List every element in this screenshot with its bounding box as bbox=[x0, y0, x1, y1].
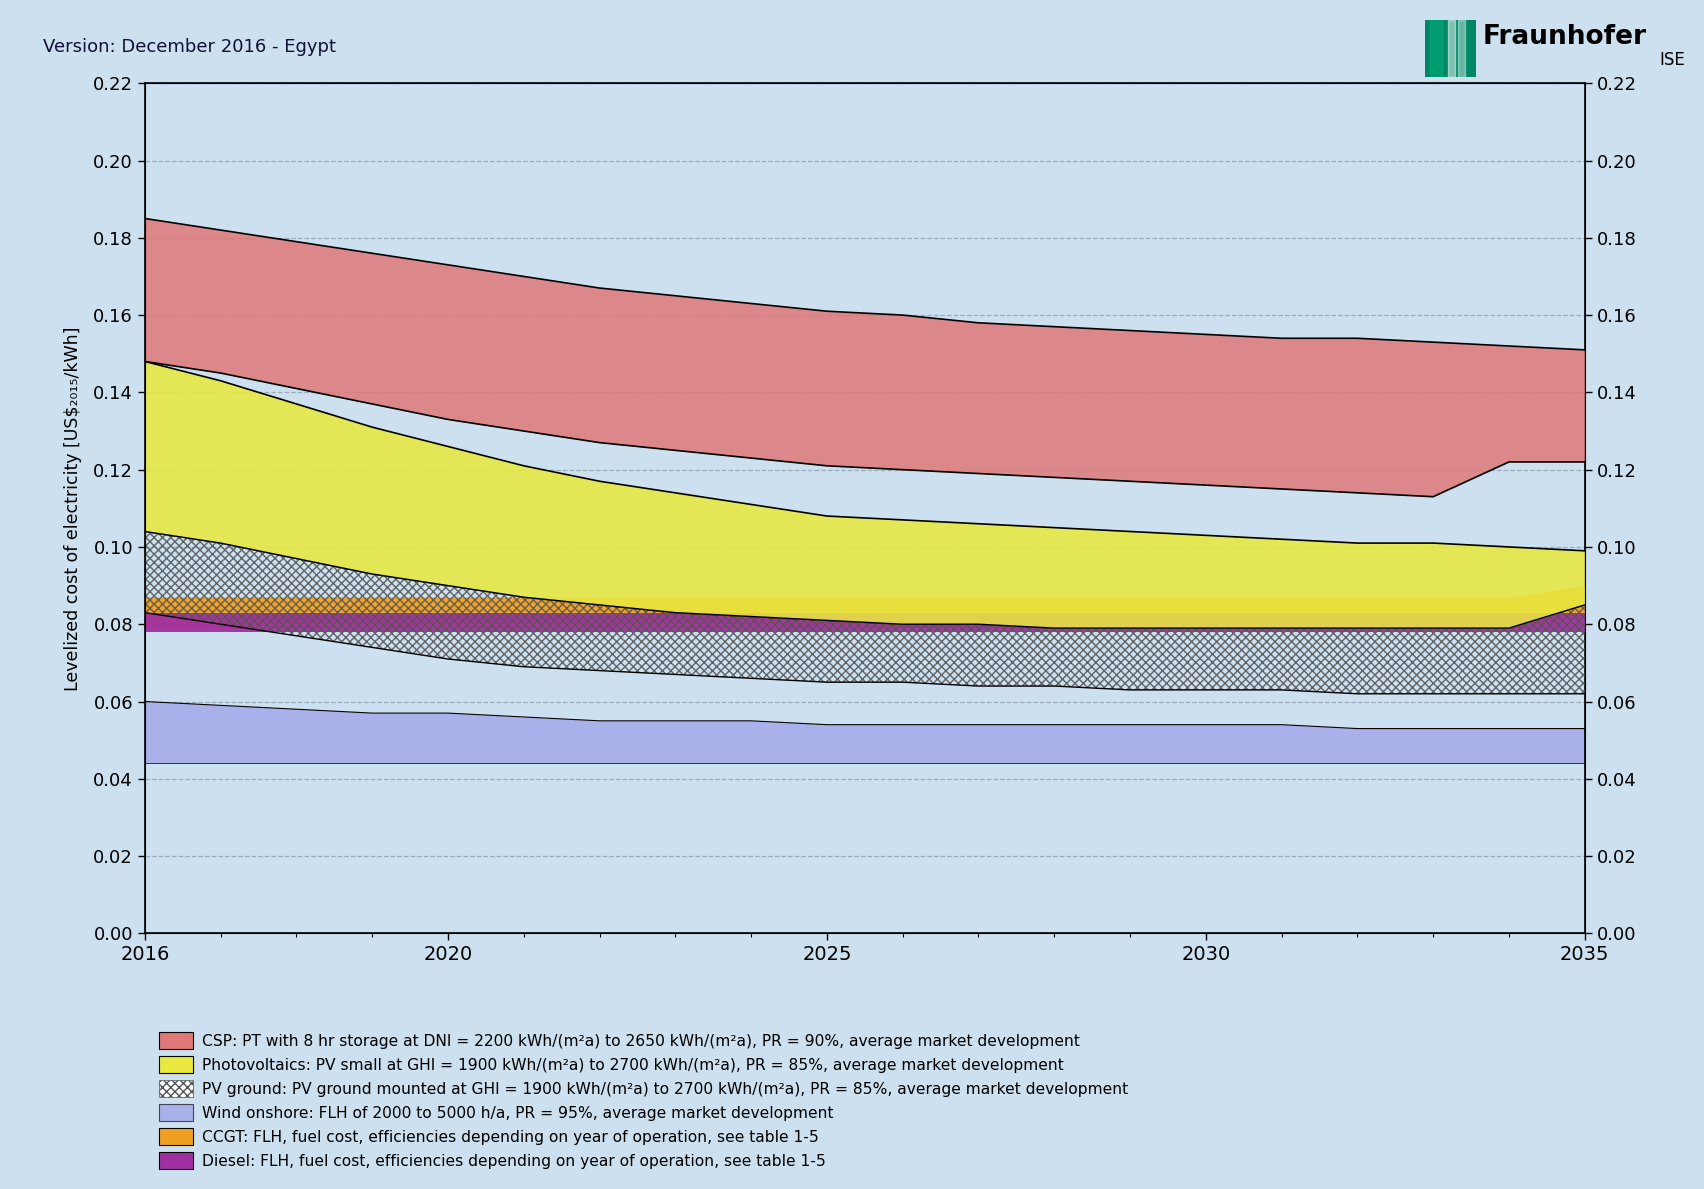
Text: ISE: ISE bbox=[1660, 51, 1685, 69]
Bar bbox=[1448, 20, 1455, 77]
Bar bbox=[1457, 20, 1465, 77]
Text: Version: December 2016 - Egypt: Version: December 2016 - Egypt bbox=[43, 38, 336, 56]
Y-axis label: Levelized cost of electricity [US$₂₀₁₅/kWh]: Levelized cost of electricity [US$₂₀₁₅/k… bbox=[65, 326, 82, 691]
Bar bbox=[1430, 20, 1442, 77]
Legend: CSP: PT with 8 hr storage at DNI = 2200 kWh/(m²a) to 2650 kWh/(m²a), PR = 90%, a: CSP: PT with 8 hr storage at DNI = 2200 … bbox=[153, 1026, 1135, 1175]
Text: Fraunhofer: Fraunhofer bbox=[1482, 24, 1646, 50]
